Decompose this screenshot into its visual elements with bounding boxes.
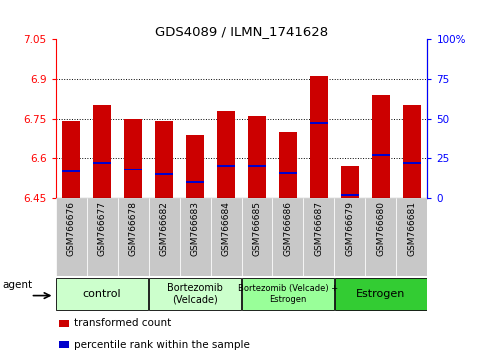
Bar	[341, 166, 359, 198]
Title: GDS4089 / ILMN_1741628: GDS4089 / ILMN_1741628	[155, 25, 328, 38]
Text: GSM766686: GSM766686	[284, 201, 293, 256]
Text: GSM766676: GSM766676	[67, 201, 75, 256]
Bar	[93, 105, 112, 198]
Bar	[62, 170, 80, 172]
Bar	[117, 198, 149, 276]
Bar	[372, 154, 390, 156]
Bar	[180, 198, 211, 276]
Bar	[124, 169, 142, 171]
Text: percentile rank within the sample: percentile rank within the sample	[74, 339, 250, 350]
Bar	[155, 121, 173, 198]
Bar	[86, 198, 117, 276]
Text: agent: agent	[3, 280, 33, 290]
Bar	[155, 173, 173, 175]
Bar	[248, 165, 266, 167]
Bar	[403, 105, 421, 198]
Bar	[149, 198, 180, 276]
Bar	[372, 95, 390, 198]
Text: GSM766678: GSM766678	[128, 201, 138, 256]
Bar	[272, 198, 303, 276]
Bar	[56, 278, 148, 310]
Bar	[149, 278, 241, 310]
Bar	[279, 132, 297, 198]
Bar	[242, 198, 272, 276]
Text: control: control	[83, 289, 121, 299]
Bar	[242, 278, 334, 310]
Text: GSM766685: GSM766685	[253, 201, 261, 256]
Text: GSM766681: GSM766681	[408, 201, 416, 256]
Bar	[334, 198, 366, 276]
Bar	[56, 198, 86, 276]
Text: GSM766679: GSM766679	[345, 201, 355, 256]
Bar	[397, 198, 427, 276]
Bar	[366, 198, 397, 276]
Bar	[310, 122, 328, 124]
Text: GSM766680: GSM766680	[376, 201, 385, 256]
Text: GSM766682: GSM766682	[159, 201, 169, 256]
Text: transformed count: transformed count	[74, 318, 171, 329]
Text: GSM766687: GSM766687	[314, 201, 324, 256]
Text: GSM766684: GSM766684	[222, 201, 230, 256]
Text: GSM766683: GSM766683	[190, 201, 199, 256]
Bar	[403, 162, 421, 164]
Bar	[303, 198, 334, 276]
Bar	[217, 111, 235, 198]
Bar	[186, 135, 204, 198]
Bar	[62, 121, 80, 198]
Bar	[211, 198, 242, 276]
Bar	[341, 194, 359, 196]
Text: Bortezomib
(Velcade): Bortezomib (Velcade)	[167, 283, 223, 305]
Bar	[217, 165, 235, 167]
Text: GSM766677: GSM766677	[98, 201, 107, 256]
Bar	[186, 181, 204, 183]
Bar	[335, 278, 427, 310]
Bar	[279, 172, 297, 174]
Bar	[124, 119, 142, 198]
Bar	[310, 76, 328, 198]
Bar	[59, 341, 69, 348]
Text: Estrogen: Estrogen	[356, 289, 406, 299]
Bar	[59, 320, 69, 327]
Text: Bortezomib (Velcade) +
Estrogen: Bortezomib (Velcade) + Estrogen	[238, 284, 338, 303]
Bar	[248, 116, 266, 198]
Bar	[93, 162, 111, 164]
